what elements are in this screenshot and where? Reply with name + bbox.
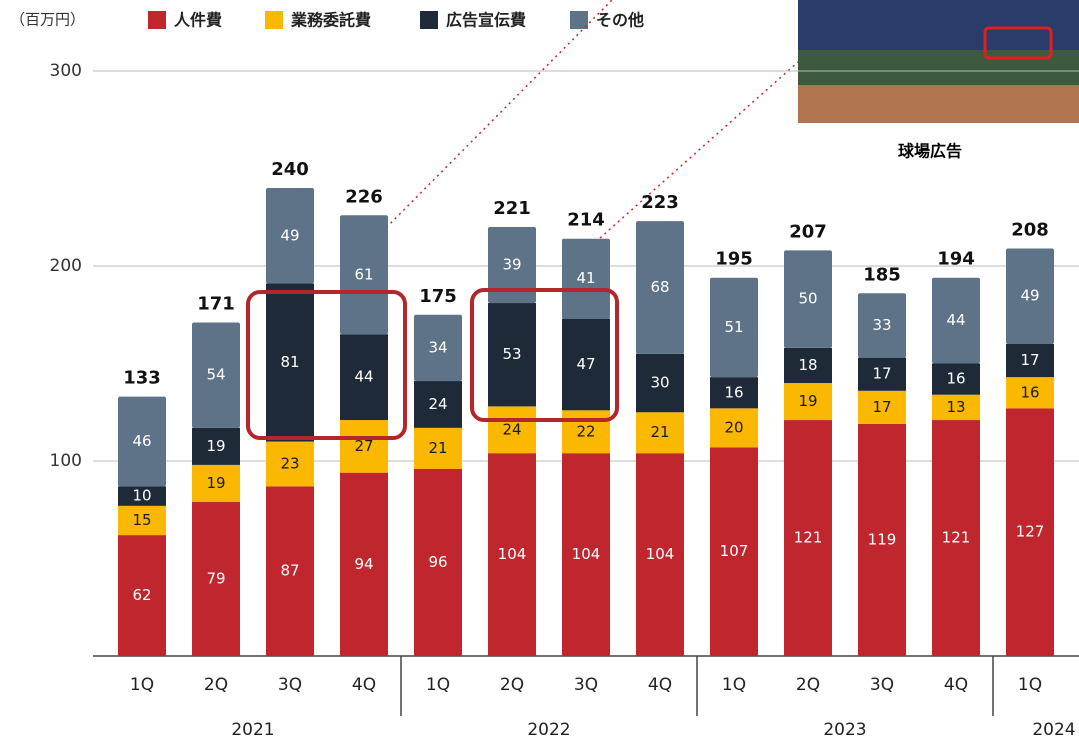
value-label: 44 (946, 311, 965, 329)
value-label: 23 (280, 454, 299, 472)
value-label: 20 (724, 418, 743, 436)
x-tick-label: 2Q (500, 675, 524, 695)
year-label: 2021 (231, 720, 274, 740)
x-tick-label: 3Q (870, 675, 894, 695)
x-tick-label: 2Q (796, 675, 820, 695)
value-label: 17 (872, 398, 891, 416)
value-label: 18 (798, 356, 817, 374)
x-tick-label: 3Q (278, 675, 302, 695)
legend-label: 業務委託費 (290, 11, 371, 30)
value-label: 81 (280, 353, 299, 371)
legend-label: 人件費 (174, 11, 222, 30)
x-tick-label: 2Q (204, 675, 228, 695)
year-label: 2024 (1032, 720, 1075, 740)
value-label: 22 (576, 422, 595, 440)
value-label: 49 (1020, 287, 1039, 305)
value-label: 16 (1020, 383, 1039, 401)
value-label: 50 (798, 290, 817, 308)
total-label: 133 (123, 368, 161, 389)
value-label: 30 (650, 374, 669, 392)
value-label: 17 (1020, 351, 1039, 369)
value-label: 121 (942, 529, 971, 547)
value-label: 33 (872, 316, 891, 334)
photo-wall (798, 0, 1079, 50)
y-tick-label: 100 (50, 451, 82, 471)
legend: 人件費 業務委託費 広告宣伝費 その他 (148, 11, 644, 30)
value-label: 51 (724, 318, 743, 336)
value-label: 54 (206, 366, 225, 384)
value-label: 49 (280, 226, 299, 244)
value-label: 53 (502, 345, 521, 363)
value-label: 21 (428, 439, 447, 457)
value-label: 47 (576, 355, 595, 373)
x-tick-label: 1Q (722, 675, 746, 695)
value-label: 41 (576, 269, 595, 287)
total-label: 195 (715, 249, 753, 270)
value-label: 104 (646, 545, 675, 563)
value-label: 16 (724, 383, 743, 401)
value-label: 21 (650, 423, 669, 441)
value-label: 87 (280, 562, 299, 580)
y-tick-label: 200 (50, 256, 82, 276)
total-label: 175 (419, 286, 457, 307)
value-label: 104 (498, 545, 527, 563)
total-label: 214 (567, 210, 605, 231)
connector (600, 62, 798, 238)
value-label: 62 (132, 586, 151, 604)
value-label: 15 (132, 511, 151, 529)
total-label: 208 (1011, 219, 1049, 240)
total-label: 240 (271, 159, 309, 180)
year-label: 2023 (823, 720, 866, 740)
value-label: 39 (502, 256, 521, 274)
value-label: 46 (132, 432, 151, 450)
value-label: 19 (798, 392, 817, 410)
value-label: 16 (946, 370, 965, 388)
legend-swatch (420, 11, 438, 29)
total-label: 221 (493, 198, 531, 219)
inset-caption: 球場広告 (898, 142, 962, 161)
x-tick-label: 1Q (426, 675, 450, 695)
x-tick-label: 1Q (1018, 675, 1042, 695)
x-tick-label: 4Q (352, 675, 376, 695)
x-tick-label: 4Q (944, 675, 968, 695)
value-label: 24 (428, 395, 447, 413)
total-label: 171 (197, 294, 235, 315)
inset-photo (798, 0, 1079, 123)
value-label: 13 (946, 398, 965, 416)
x-tick-label: 3Q (574, 675, 598, 695)
value-label: 79 (206, 569, 225, 587)
unit-label: （百万円） (10, 11, 85, 29)
value-label: 96 (428, 553, 447, 571)
value-label: 61 (354, 265, 373, 283)
x-tick-label: 4Q (648, 675, 672, 695)
year-label: 2022 (527, 720, 570, 740)
value-label: 68 (650, 278, 669, 296)
value-label: 19 (206, 474, 225, 492)
legend-swatch (265, 11, 283, 29)
total-label: 226 (345, 186, 383, 207)
value-label: 34 (428, 338, 447, 356)
total-label: 194 (937, 249, 975, 270)
y-tick-label: 300 (50, 61, 82, 81)
chart: 球場広告 （百万円） 人件費 業務委託費 広告宣伝費 その他 100 200 300 1Q 6… (0, 0, 1079, 742)
x-tick-label: 1Q (130, 675, 154, 695)
total-label: 207 (789, 221, 827, 242)
value-label: 17 (872, 365, 891, 383)
total-label: 223 (641, 192, 679, 213)
value-label: 127 (1016, 523, 1045, 541)
legend-label: 広告宣伝費 (446, 11, 526, 30)
value-label: 10 (132, 487, 151, 505)
legend-swatch (148, 11, 166, 29)
value-label: 121 (794, 529, 823, 547)
value-label: 24 (502, 420, 521, 438)
value-label: 104 (572, 545, 601, 563)
value-label: 44 (354, 368, 373, 386)
value-label: 94 (354, 555, 373, 573)
total-label: 185 (863, 264, 901, 285)
photo-dirt (798, 85, 1079, 123)
value-label: 107 (720, 542, 749, 560)
value-label: 19 (206, 437, 225, 455)
value-label: 119 (868, 530, 897, 548)
legend-label: その他 (596, 11, 644, 30)
